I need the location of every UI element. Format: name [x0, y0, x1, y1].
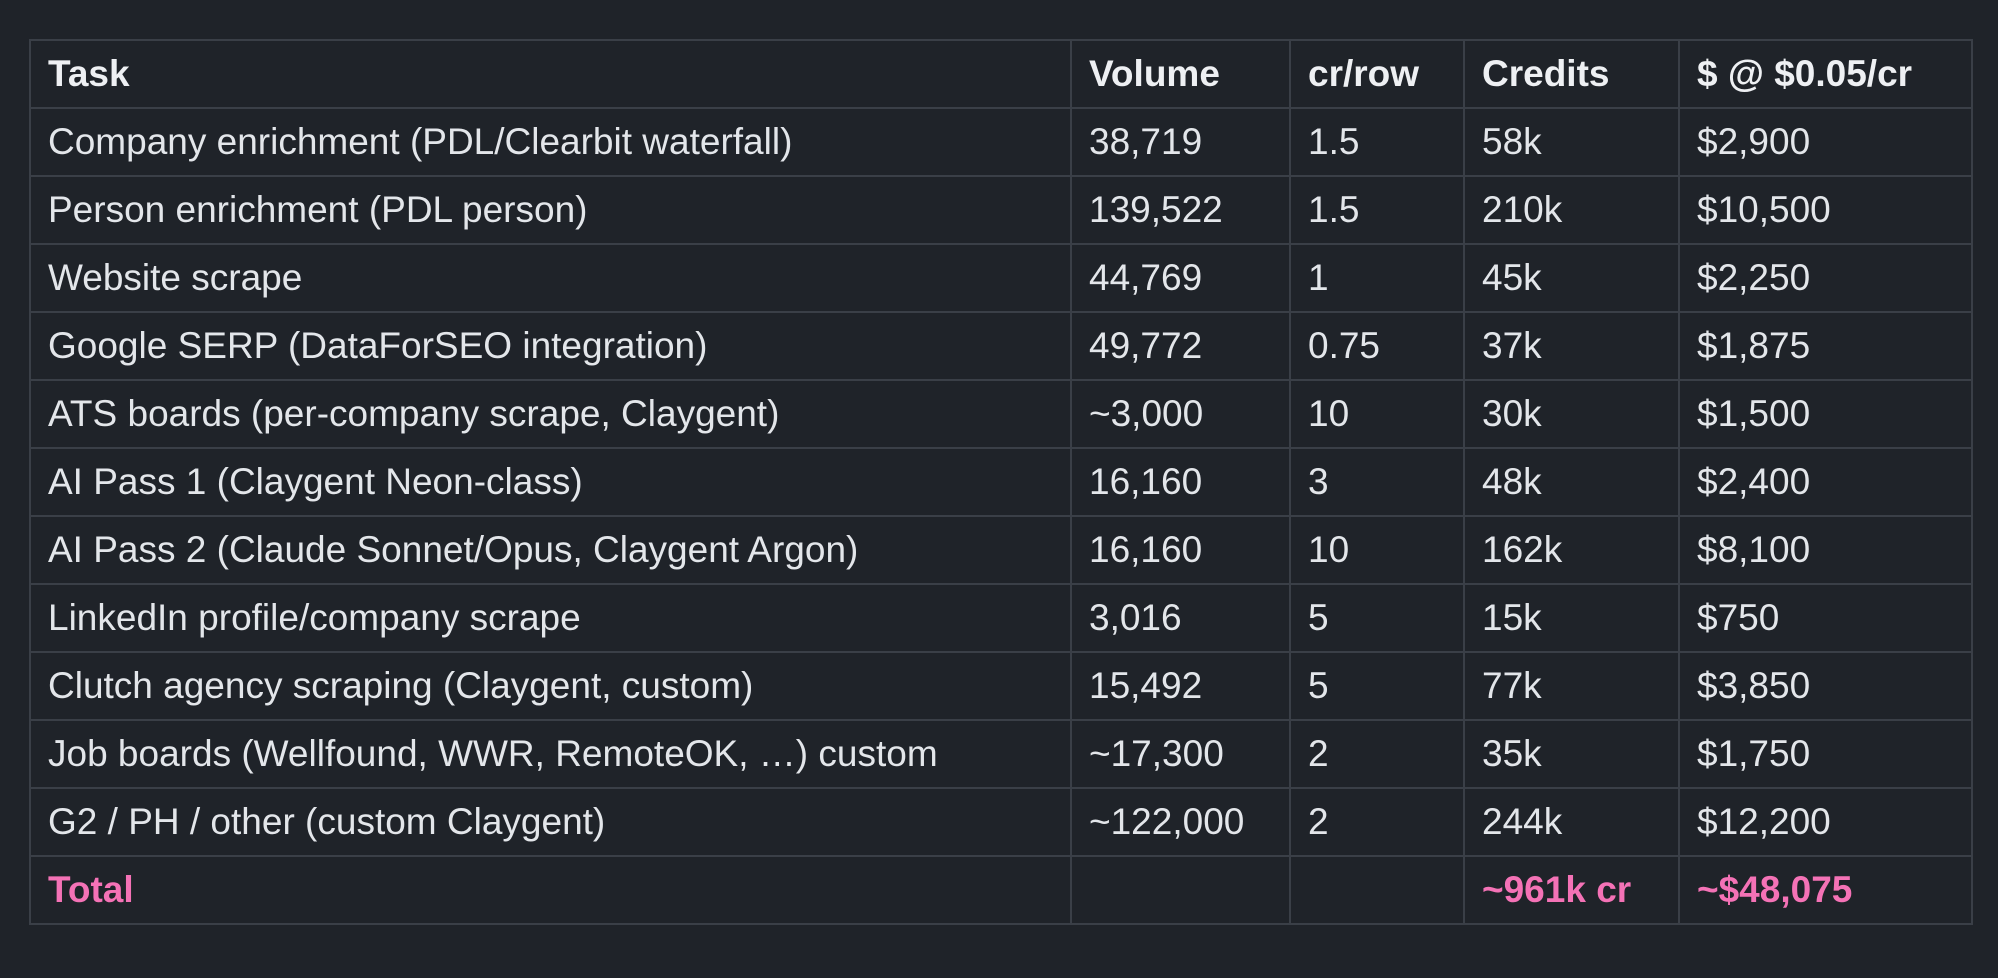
- cell-cr-per-row: 3: [1289, 447, 1465, 517]
- cell-cost: $1,500: [1678, 379, 1973, 449]
- header-volume: Volume: [1070, 39, 1291, 109]
- cell-cr-per-row: 10: [1289, 379, 1465, 449]
- cell-volume: ~122,000: [1070, 787, 1291, 857]
- total-row: Total ~961k cr ~$48,075: [29, 855, 1973, 925]
- cell-task: LinkedIn profile/company scrape: [29, 583, 1072, 653]
- cell-cost: $2,400: [1678, 447, 1973, 517]
- cell-cr-per-row: 10: [1289, 515, 1465, 585]
- table-row: LinkedIn profile/company scrape 3,016 5 15k…: [29, 583, 1973, 653]
- cell-credits: 48k: [1463, 447, 1680, 517]
- cell-volume: ~17,300: [1070, 719, 1291, 789]
- cell-volume: 38,719: [1070, 107, 1291, 177]
- header-credits: Credits: [1463, 39, 1680, 109]
- cell-credits: 244k: [1463, 787, 1680, 857]
- cell-cr-per-row: 0.75: [1289, 311, 1465, 381]
- cell-credits: 35k: [1463, 719, 1680, 789]
- table-row: Company enrichment (PDL/Clearbit waterfa…: [29, 107, 1973, 177]
- header-cost: $ @ $0.05/cr: [1678, 39, 1973, 109]
- cell-cost: $12,200: [1678, 787, 1973, 857]
- cell-cr-per-row: 5: [1289, 583, 1465, 653]
- cell-volume: 15,492: [1070, 651, 1291, 721]
- table-row: AI Pass 2 (Claude Sonnet/Opus, Claygent …: [29, 515, 1973, 585]
- total-label: Total: [29, 855, 1072, 925]
- table-row: Job boards (Wellfound, WWR, RemoteOK, …)…: [29, 719, 1973, 789]
- cell-cost: $1,750: [1678, 719, 1973, 789]
- header-cr-per-row: cr/row: [1289, 39, 1465, 109]
- cell-credits: 162k: [1463, 515, 1680, 585]
- table-body: Company enrichment (PDL/Clearbit waterfa…: [29, 107, 1973, 925]
- total-cost: ~$48,075: [1678, 855, 1973, 925]
- cell-cr-per-row: 1.5: [1289, 107, 1465, 177]
- cell-task: AI Pass 1 (Claygent Neon-class): [29, 447, 1072, 517]
- cell-volume: 3,016: [1070, 583, 1291, 653]
- cell-cost: $2,900: [1678, 107, 1973, 177]
- cell-task: Job boards (Wellfound, WWR, RemoteOK, …)…: [29, 719, 1072, 789]
- cell-cost: $750: [1678, 583, 1973, 653]
- total-cr-per-row: [1289, 855, 1465, 925]
- table-header-row: Task Volume cr/row Credits $ @ $0.05/cr: [29, 39, 1973, 109]
- cell-cost: $3,850: [1678, 651, 1973, 721]
- cell-credits: 77k: [1463, 651, 1680, 721]
- cell-cr-per-row: 2: [1289, 719, 1465, 789]
- table-row: G2 / PH / other (custom Claygent) ~122,00…: [29, 787, 1973, 857]
- cell-cr-per-row: 1: [1289, 243, 1465, 313]
- cell-task: AI Pass 2 (Claude Sonnet/Opus, Claygent …: [29, 515, 1072, 585]
- cell-volume: 16,160: [1070, 515, 1291, 585]
- cell-credits: 30k: [1463, 379, 1680, 449]
- cell-volume: 139,522: [1070, 175, 1291, 245]
- cell-task: Clutch agency scraping (Claygent, custom…: [29, 651, 1072, 721]
- cell-cr-per-row: 2: [1289, 787, 1465, 857]
- cell-credits: 45k: [1463, 243, 1680, 313]
- cell-cr-per-row: 5: [1289, 651, 1465, 721]
- cell-cost: $10,500: [1678, 175, 1973, 245]
- cell-task: ATS boards (per-company scrape, Claygent…: [29, 379, 1072, 449]
- cell-cost: $8,100: [1678, 515, 1973, 585]
- cell-cost: $2,250: [1678, 243, 1973, 313]
- cell-task: Person enrichment (PDL person): [29, 175, 1072, 245]
- cell-task: Company enrichment (PDL/Clearbit waterfa…: [29, 107, 1072, 177]
- table-row: Website scrape 44,769 1 45k $2,250: [29, 243, 1973, 313]
- cell-task: Website scrape: [29, 243, 1072, 313]
- cell-cost: $1,875: [1678, 311, 1973, 381]
- total-credits: ~961k cr: [1463, 855, 1680, 925]
- cell-volume: ~3,000: [1070, 379, 1291, 449]
- cost-table-container: Task Volume cr/row Credits $ @ $0.05/cr …: [29, 39, 1973, 925]
- cell-task: Google SERP (DataForSEO integration): [29, 311, 1072, 381]
- table-row: Clutch agency scraping (Claygent, custom…: [29, 651, 1973, 721]
- table-row: ATS boards (per-company scrape, Claygent…: [29, 379, 1973, 449]
- cell-volume: 49,772: [1070, 311, 1291, 381]
- table-row: Person enrichment (PDL person) 139,522 1.5…: [29, 175, 1973, 245]
- cost-table: Task Volume cr/row Credits $ @ $0.05/cr …: [29, 39, 1973, 925]
- cell-task: G2 / PH / other (custom Claygent): [29, 787, 1072, 857]
- header-task: Task: [29, 39, 1072, 109]
- cell-credits: 37k: [1463, 311, 1680, 381]
- cell-volume: 16,160: [1070, 447, 1291, 517]
- cell-credits: 15k: [1463, 583, 1680, 653]
- table-row: AI Pass 1 (Claygent Neon-class) 16,160 3 48…: [29, 447, 1973, 517]
- cell-volume: 44,769: [1070, 243, 1291, 313]
- cell-credits: 58k: [1463, 107, 1680, 177]
- table-row: Google SERP (DataForSEO integration) 49,7…: [29, 311, 1973, 381]
- cell-cr-per-row: 1.5: [1289, 175, 1465, 245]
- total-volume: [1070, 855, 1291, 925]
- cell-credits: 210k: [1463, 175, 1680, 245]
